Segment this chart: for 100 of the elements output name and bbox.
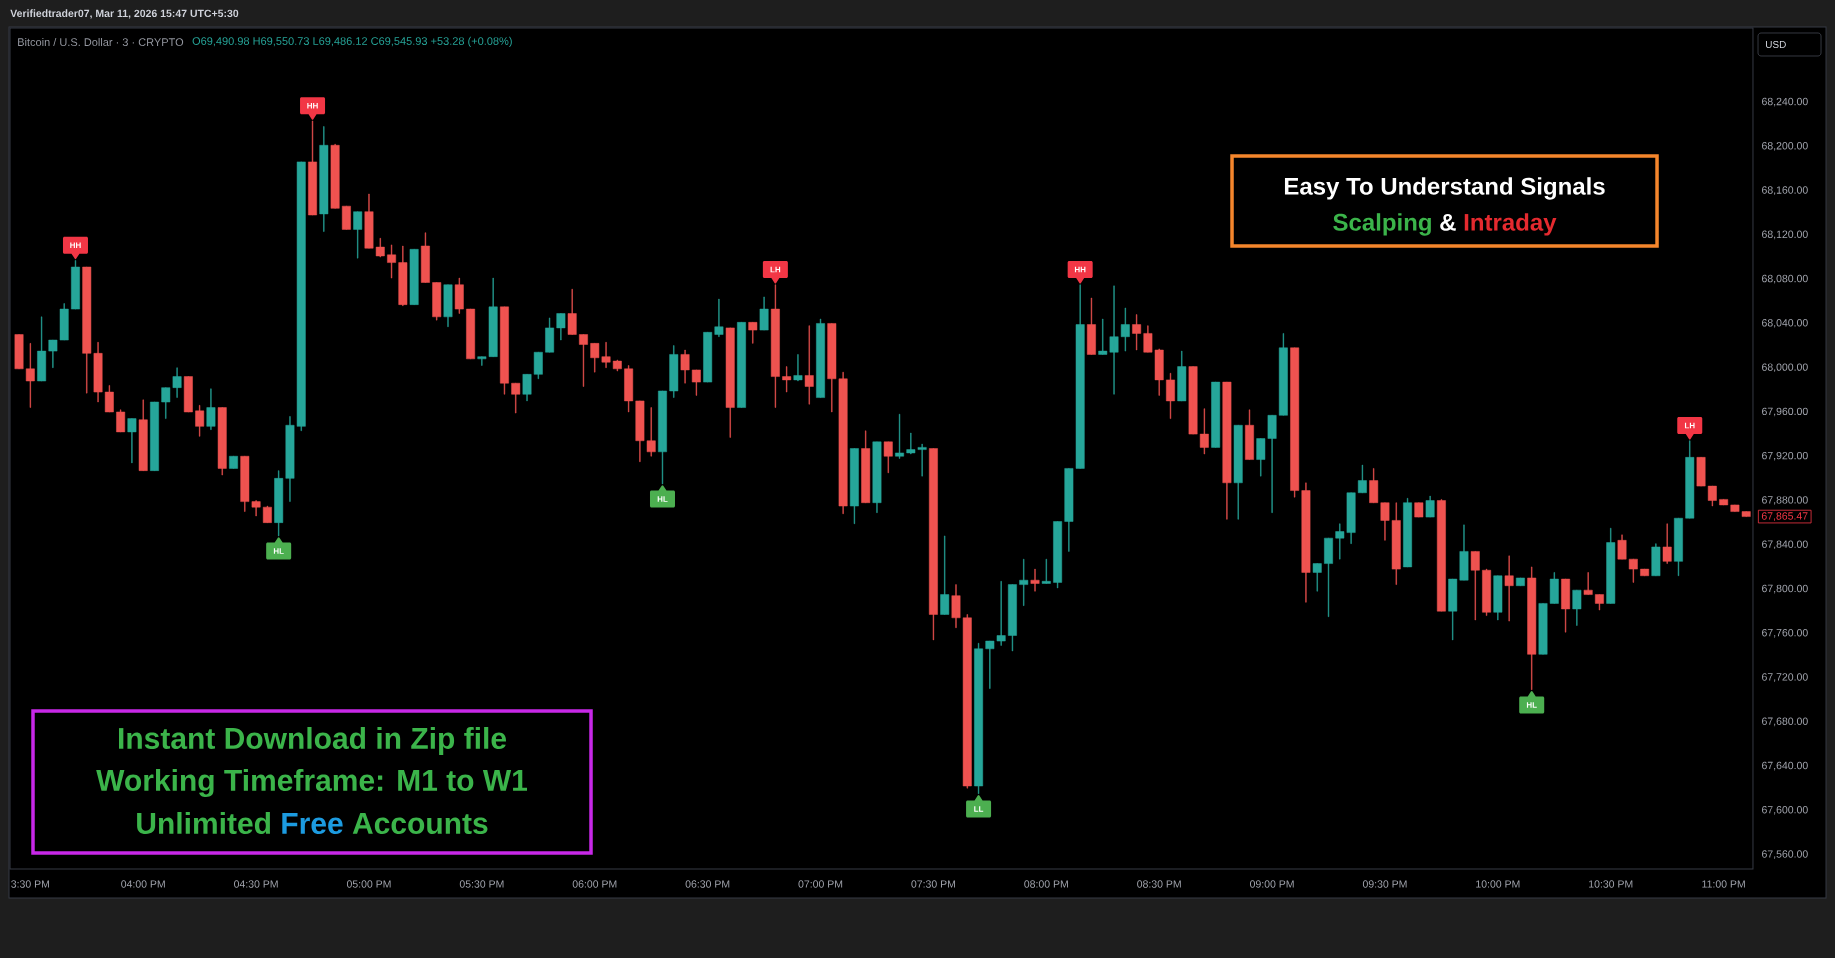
- y-tick-label: 67,720.00: [1762, 673, 1808, 682]
- candlestick: [1436, 499, 1446, 612]
- candlestick: [1425, 495, 1435, 518]
- y-tick-label: 67,560.00: [1762, 850, 1808, 859]
- candlestick: [1245, 409, 1254, 460]
- candlestick: [116, 409, 126, 433]
- candlestick: [1414, 502, 1424, 518]
- text: O69,490.98 H69,550.73 L69,486.12 C69,545.93 +53.28 (+0.08%): [192, 36, 512, 48]
- candlestick: [940, 535, 950, 615]
- annotation: Instant Download in Zip file: [119, 727, 507, 755]
- candlestick: [1233, 425, 1243, 520]
- candlestick: [229, 455, 238, 469]
- candlestick: [432, 282, 442, 321]
- candlestick: [612, 359, 622, 372]
- annotation: HL: [657, 496, 668, 502]
- candlestick: [1087, 297, 1096, 355]
- candlestick: [511, 382, 521, 414]
- candlestick: [1132, 314, 1142, 351]
- candlestick: [759, 296, 769, 331]
- candlestick: [387, 244, 396, 279]
- x-tick-label: 10:00 PM: [1476, 880, 1520, 888]
- x-tick-label: 06:30 PM: [685, 880, 730, 888]
- candlestick: [1606, 527, 1616, 604]
- y-tick-label: 67,760.00: [1762, 628, 1808, 638]
- x-tick-label: 04:30 PM: [234, 880, 278, 888]
- y-tick-label: 68,040.00: [1762, 319, 1808, 328]
- annotation: Accounts: [352, 813, 488, 835]
- candlestick: [1470, 551, 1480, 621]
- y-tick-label: 67,600.00: [1762, 806, 1808, 815]
- candlestick: [1211, 381, 1221, 448]
- candlestick: [737, 322, 746, 408]
- annotation: Easy To Understand Signals: [1284, 177, 1605, 200]
- candlestick: [341, 205, 351, 230]
- x-tick-label: 04:00 PM: [121, 880, 165, 888]
- candlestick: [1199, 408, 1209, 455]
- candlestick: [330, 143, 340, 209]
- candlestick: [319, 126, 329, 232]
- y-tick-label: 67,680.00: [1762, 717, 1808, 727]
- x-tick-label: 09:00 PM: [1250, 880, 1294, 888]
- candlestick: [1662, 523, 1672, 564]
- candlestick: [308, 120, 317, 216]
- y-tick-label: 67,640.00: [1762, 761, 1808, 771]
- candlestick: [691, 369, 701, 396]
- text: Verifiedtrader07, Mar 11, 2026 15:47 UTC+5:30: [10, 9, 239, 19]
- candlestick: [409, 249, 419, 305]
- candlestick: [1008, 584, 1017, 652]
- candlestick: [1572, 589, 1582, 626]
- annotation: LL: [974, 806, 984, 812]
- y-tick-label: 67,800.00: [1762, 584, 1808, 594]
- candlestick: [1278, 333, 1288, 416]
- annotation: HH: [307, 102, 318, 109]
- candlestick: [353, 211, 363, 259]
- candlestick: [1651, 543, 1661, 576]
- x-tick-label: 06:00 PM: [572, 880, 617, 888]
- candlestick: [849, 448, 859, 524]
- candlestick: [782, 366, 792, 393]
- candlestick: [274, 470, 284, 537]
- x-tick-label: 05:30 PM: [459, 880, 504, 888]
- candlestick: [1640, 568, 1650, 576]
- candlestick: [127, 418, 137, 464]
- annotation: LH: [1684, 422, 1695, 429]
- candlestick: [816, 318, 825, 398]
- candlestick: [974, 643, 983, 794]
- candlestick: [150, 401, 159, 471]
- candlestick: [500, 306, 509, 395]
- candlestick: [1030, 568, 1040, 592]
- annotation: HL: [1526, 702, 1537, 708]
- candlestick: [1561, 578, 1571, 633]
- annotation: HL: [273, 548, 284, 554]
- y-tick-label: 68,120.00: [1762, 230, 1808, 240]
- y-tick-label: 67,880.00: [1762, 496, 1808, 505]
- candlestick: [1357, 464, 1367, 494]
- annotation: Scalping: [1333, 213, 1431, 236]
- candlestick: [1188, 366, 1198, 435]
- candlestick: [556, 313, 566, 341]
- candlestick: [206, 388, 216, 430]
- candlestick: [703, 332, 713, 383]
- annotation: &: [1440, 213, 1456, 231]
- candlestick: [1685, 440, 1695, 519]
- text: 67,865.47: [1761, 512, 1808, 521]
- candlestick: [680, 349, 690, 384]
- y-tick-label: 68,000.00: [1762, 363, 1808, 373]
- candlestick: [104, 385, 114, 413]
- candlestick: [1707, 485, 1717, 507]
- candlestick: [1324, 537, 1333, 617]
- y-tick-label: 68,240.00: [1762, 97, 1808, 107]
- annotation: Free: [282, 813, 343, 835]
- x-tick-label: 08:00 PM: [1024, 880, 1068, 888]
- candlestick: [421, 232, 430, 283]
- candlestick: [217, 407, 227, 476]
- candlestick: [1719, 499, 1729, 506]
- y-axis-title: USD: [1765, 40, 1786, 49]
- annotation: Intraday: [1464, 213, 1557, 236]
- candlestick: [1493, 575, 1503, 621]
- candlestick: [658, 390, 667, 485]
- candlestick: [1290, 347, 1300, 498]
- text: Bitcoin / U.S. Dollar · 3 · CRYPTO: [18, 37, 184, 47]
- candlestick: [1403, 498, 1412, 568]
- candlestick: [669, 345, 679, 398]
- candlestick: [545, 317, 555, 353]
